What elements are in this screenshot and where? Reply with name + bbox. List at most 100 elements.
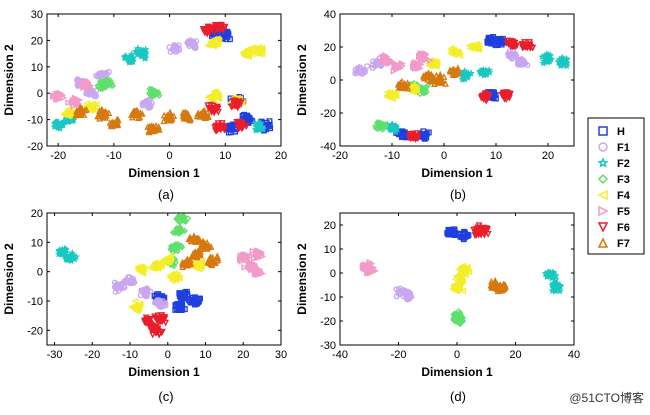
x-tick-label: 10: [490, 150, 502, 162]
data-point-f4: [391, 90, 398, 98]
data-point-f2: [127, 50, 136, 58]
data-point-f2: [558, 53, 566, 61]
data-point-f3: [167, 246, 174, 253]
panel-tag: (d): [450, 389, 466, 404]
data-point-f1: [187, 37, 194, 44]
x-tick-label: -20: [391, 349, 407, 361]
data-point-f3: [96, 81, 104, 88]
data-point-f1: [369, 64, 376, 71]
data-point-f5: [248, 265, 255, 272]
y-tick-label: -20: [320, 108, 336, 120]
data-point-f4: [455, 284, 463, 291]
data-point-f1: [359, 70, 366, 77]
data-point-f5: [58, 92, 66, 99]
legend-label-f4: F4: [617, 190, 631, 202]
data-point-f2: [134, 44, 142, 52]
y-tick-label: 0: [37, 88, 43, 100]
data-point-f7: [449, 65, 457, 73]
data-point-f4: [211, 93, 219, 101]
data-point-f7: [403, 82, 411, 90]
data-point-f6: [502, 92, 509, 100]
data-point-f6: [529, 44, 537, 52]
data-point-f3: [455, 313, 462, 320]
panel-tag: (c): [158, 389, 173, 404]
data-point-f6: [473, 228, 481, 236]
data-point-f6: [221, 126, 228, 134]
data-point-f6: [405, 134, 413, 142]
data-point-f4: [204, 94, 212, 101]
data-point-f7: [163, 113, 171, 120]
data-point-f1: [144, 290, 151, 297]
y-tick-label: -30: [320, 340, 336, 352]
scatter-panel-3: -30 -20 -10 0 10 20 30 -20 -10 0 10 20 Dimension 1 Di…: [2, 208, 287, 404]
data-point-f4: [462, 267, 469, 275]
data-point-f1: [186, 43, 193, 49]
data-point-f6: [238, 120, 246, 128]
data-point-f3: [456, 320, 464, 328]
x-tick-label: 0: [165, 349, 171, 361]
data-point-f4: [429, 61, 437, 69]
data-point-f1: [138, 288, 145, 295]
data-point-f5: [50, 92, 57, 100]
data-point-f2: [50, 122, 59, 131]
data-point-h: [487, 35, 494, 42]
data-point-f3: [146, 90, 153, 97]
data-point-f6: [483, 96, 491, 103]
data-point-f1: [191, 44, 198, 51]
data-point-h: [225, 129, 232, 136]
data-point-f6: [510, 42, 517, 50]
x-tick-label: 10: [219, 150, 231, 162]
y-axis-label: Dimension 2: [2, 243, 16, 315]
data-point-f1: [395, 287, 402, 294]
data-point-f1: [393, 286, 400, 293]
data-point-f5: [248, 261, 256, 269]
panel-tag: (b): [450, 187, 466, 202]
x-axis-label: Dimension 1: [421, 166, 493, 180]
data-point-f6: [228, 103, 235, 111]
data-point-f3: [372, 124, 380, 132]
x-tick-label: -20: [50, 150, 66, 162]
data-point-f1: [521, 60, 528, 67]
data-point-f2: [123, 54, 132, 63]
y-tick-label: 20: [324, 42, 336, 54]
data-point-f6: [207, 26, 215, 34]
data-point-f5: [411, 61, 418, 69]
data-point-f5: [241, 263, 249, 271]
data-point-f7: [398, 84, 405, 91]
data-point-f7: [187, 235, 194, 242]
data-point-f7: [420, 72, 427, 80]
x-tick-label: -20: [84, 349, 100, 361]
data-point-f4: [176, 274, 183, 282]
point-layer: [352, 34, 571, 143]
data-point-f5: [75, 99, 82, 107]
data-point-f4: [162, 255, 170, 263]
data-point-f1: [510, 52, 517, 58]
data-point-f7: [425, 71, 433, 78]
data-point-f3: [379, 126, 386, 133]
data-point-f4: [207, 38, 215, 46]
data-point-f6: [506, 91, 513, 99]
data-point-f5: [416, 61, 424, 69]
data-point-h: [155, 291, 162, 298]
data-point-h: [497, 38, 503, 45]
data-point-f4: [136, 267, 144, 275]
data-point-f6: [154, 312, 162, 320]
data-point-f1: [157, 304, 164, 311]
data-point-f2: [542, 50, 551, 58]
data-point-f5: [254, 250, 262, 257]
data-point-f7: [204, 108, 211, 116]
data-point-f4: [383, 92, 391, 100]
data-point-f7: [429, 73, 437, 81]
data-point-f1: [74, 77, 81, 84]
data-point-f2: [387, 120, 396, 129]
panel-tag: (a): [158, 187, 174, 202]
y-tick-label: -40: [320, 141, 336, 153]
point-layer: [359, 222, 565, 328]
data-point-f2: [68, 249, 77, 257]
data-point-f2: [63, 253, 72, 261]
data-point-f7: [145, 127, 153, 134]
data-point-f1: [137, 292, 144, 299]
data-point-f4: [66, 109, 74, 117]
data-point-f7: [113, 115, 121, 123]
data-point-f4: [473, 42, 481, 50]
